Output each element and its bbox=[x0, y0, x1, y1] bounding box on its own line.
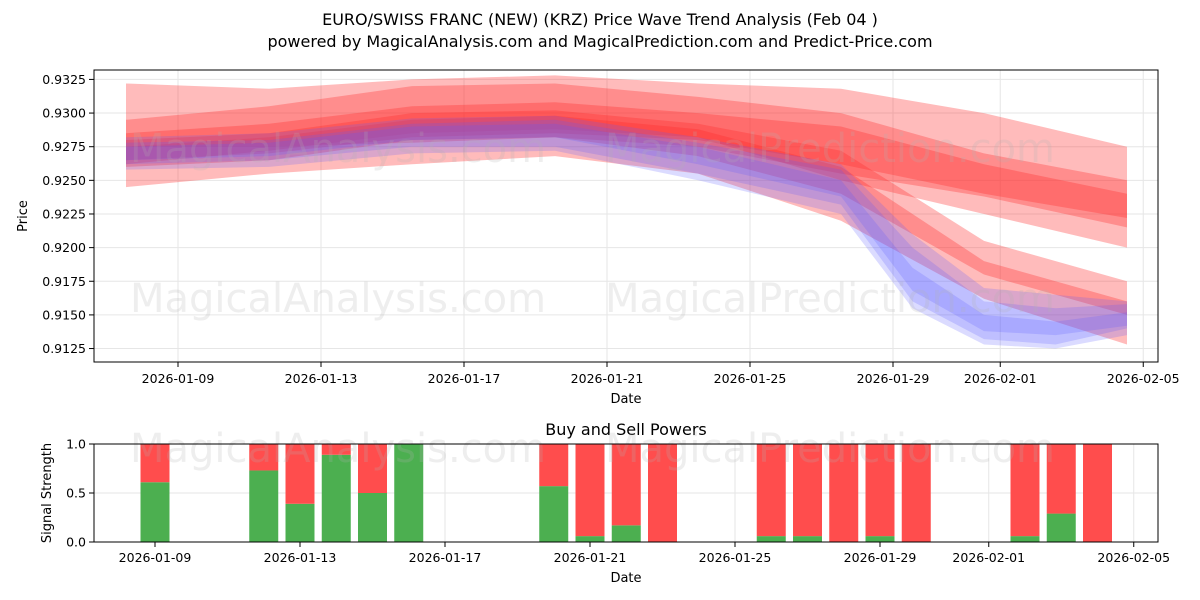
price-y-tick-label: 0.9200 bbox=[42, 240, 86, 255]
buy-bar bbox=[394, 444, 424, 542]
price-y-axis-label: Price bbox=[16, 200, 31, 232]
price-watermarks: MagicalAnalysis.com MagicalPrediction.co… bbox=[130, 126, 1055, 322]
price-y-tick-label: 0.9275 bbox=[42, 139, 86, 154]
signal-plot: Buy and Sell Powers MagicalAnalysis.com … bbox=[40, 420, 1170, 586]
buy-bar bbox=[539, 486, 569, 542]
signal-x-tick-label: 2026-01-25 bbox=[699, 550, 772, 565]
sell-bar bbox=[539, 444, 569, 487]
price-x-tick-label: 2026-01-29 bbox=[857, 371, 930, 386]
signal-y-axis-label: Signal Strength bbox=[40, 443, 55, 543]
signal-x-tick-label: 2026-01-13 bbox=[264, 550, 337, 565]
wave-band-blue-7 bbox=[126, 115, 1127, 349]
buy-bar bbox=[321, 454, 351, 542]
signal-y-tick-label: 0.0 bbox=[66, 535, 86, 550]
signal-x-axis-label: Date bbox=[610, 571, 641, 586]
wave-band-blue-8 bbox=[126, 123, 1127, 336]
sell-bar bbox=[865, 444, 895, 537]
price-grid bbox=[94, 70, 1158, 362]
signal-x-tick-label: 2026-01-17 bbox=[409, 550, 482, 565]
watermark-analysis-bottom: MagicalAnalysis.com bbox=[130, 426, 546, 472]
buy-bar bbox=[249, 470, 279, 542]
price-y-tick-label: 0.9125 bbox=[42, 341, 86, 356]
wave-band-red-4 bbox=[126, 110, 1127, 315]
signal-x-tick-label: 2026-02-05 bbox=[1097, 550, 1170, 565]
wave-band-red-5 bbox=[126, 115, 1127, 345]
watermark-prediction-top: MagicalPrediction.com bbox=[605, 126, 1055, 172]
sell-bar bbox=[648, 444, 677, 542]
price-y-axis: 0.9125 0.9150 0.9175 0.9200 0.9225 0.9250 0.92… bbox=[42, 72, 94, 356]
sell-bar bbox=[285, 444, 315, 504]
signal-x-tick-label: 2026-02-01 bbox=[952, 550, 1025, 565]
chart-subtitle: powered by MagicalAnalysis.com and Magic… bbox=[267, 32, 932, 51]
chart-title: EURO/SWISS FRANC (NEW) (KRZ) Price Wave … bbox=[322, 10, 878, 29]
price-x-tick-label: 2026-01-09 bbox=[142, 371, 215, 386]
signal-x-tick-label: 2026-01-21 bbox=[554, 550, 627, 565]
signal-y-tick-label: 0.5 bbox=[66, 486, 86, 501]
price-x-tick-label: 2026-02-05 bbox=[1107, 371, 1180, 386]
signal-bars bbox=[140, 444, 1112, 542]
buy-bar bbox=[756, 536, 786, 542]
signal-x-tick-label: 2026-01-29 bbox=[844, 550, 917, 565]
wave-band-red-1 bbox=[126, 75, 1127, 228]
buy-bar bbox=[1046, 513, 1076, 542]
watermark-analysis-top: MagicalAnalysis.com bbox=[130, 126, 546, 172]
price-x-axis-label: Date bbox=[610, 392, 641, 407]
price-plot-frame bbox=[93, 69, 1159, 363]
price-y-tick-label: 0.9150 bbox=[42, 307, 86, 322]
price-x-tick-label: 2026-01-13 bbox=[285, 371, 358, 386]
buy-bar bbox=[285, 503, 315, 542]
signal-y-axis: 0.0 0.5 1.0 bbox=[66, 437, 94, 550]
sell-bar bbox=[901, 444, 931, 542]
sell-bar bbox=[140, 444, 170, 483]
sell-bar bbox=[575, 444, 605, 537]
price-y-tick-label: 0.9325 bbox=[42, 72, 86, 87]
wave-band-red-2 bbox=[126, 83, 1127, 248]
price-plot-background bbox=[94, 70, 1158, 362]
sell-bar bbox=[1010, 444, 1040, 537]
watermark-analysis-mid: MagicalAnalysis.com bbox=[130, 276, 546, 322]
wave-band-blue-6 bbox=[126, 119, 1127, 345]
price-plot: MagicalAnalysis.com MagicalPrediction.co… bbox=[16, 69, 1180, 407]
signal-y-tick-label: 1.0 bbox=[66, 437, 86, 452]
sell-bar bbox=[793, 444, 822, 537]
sell-bar bbox=[249, 444, 279, 471]
buy-bar bbox=[865, 536, 895, 542]
watermark-prediction-bottom: MagicalPrediction.com bbox=[605, 426, 1055, 472]
price-y-tick-label: 0.9250 bbox=[42, 173, 86, 188]
watermark-prediction-mid: MagicalPrediction.com bbox=[605, 276, 1055, 322]
sell-bar bbox=[358, 444, 387, 493]
price-x-tick-label: 2026-01-21 bbox=[571, 371, 644, 386]
price-x-tick-label: 2026-01-17 bbox=[428, 371, 501, 386]
buy-bar bbox=[793, 536, 822, 542]
sell-bar bbox=[1046, 444, 1076, 514]
price-x-tick-label: 2026-01-25 bbox=[714, 371, 787, 386]
signal-x-tick-label: 2026-01-09 bbox=[119, 550, 192, 565]
signal-watermarks: MagicalAnalysis.com MagicalPrediction.co… bbox=[130, 426, 1055, 472]
price-x-axis: 2026-01-09 2026-01-13 2026-01-17 2026-01-21… bbox=[142, 362, 1180, 386]
buy-bar bbox=[575, 536, 605, 542]
price-y-tick-label: 0.9225 bbox=[42, 206, 86, 221]
signal-plot-title: Buy and Sell Powers bbox=[545, 420, 707, 439]
sell-bar bbox=[756, 444, 786, 537]
price-y-tick-label: 0.9300 bbox=[42, 106, 86, 121]
signal-x-axis: 2026-01-09 2026-01-13 2026-01-17 2026-01-21… bbox=[119, 542, 1170, 565]
price-x-tick-label: 2026-02-01 bbox=[964, 371, 1037, 386]
price-wave-bands bbox=[126, 75, 1127, 349]
wave-band-red-3 bbox=[126, 102, 1127, 218]
sell-bar bbox=[829, 444, 859, 542]
buy-bar bbox=[611, 525, 641, 542]
price-y-tick-label: 0.9175 bbox=[42, 274, 86, 289]
sell-bar bbox=[1083, 444, 1112, 542]
buy-bar bbox=[358, 493, 387, 542]
sell-bar bbox=[321, 444, 351, 455]
sell-bar bbox=[611, 444, 641, 526]
buy-bar bbox=[1010, 536, 1040, 542]
buy-bar bbox=[140, 482, 170, 542]
